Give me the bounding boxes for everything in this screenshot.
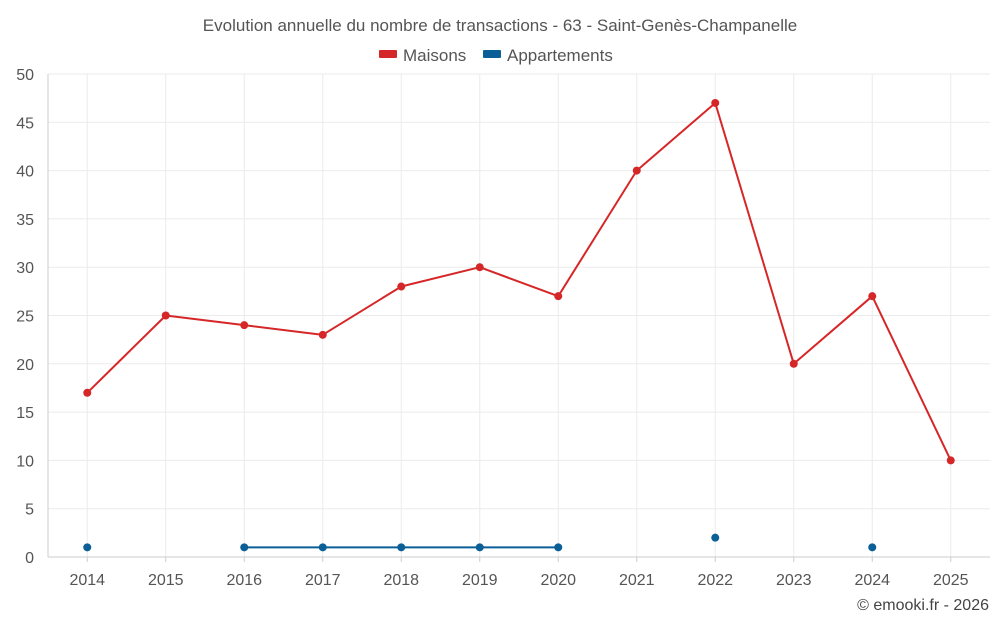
x-tick-label: 2021 xyxy=(619,572,655,589)
grid xyxy=(48,73,990,557)
data-point-maisons[interactable] xyxy=(946,456,955,465)
y-tick-label: 0 xyxy=(25,550,34,567)
x-tick-label: 2016 xyxy=(226,572,262,589)
data-point-appartements[interactable] xyxy=(397,543,406,552)
data-point-appartements[interactable] xyxy=(318,543,327,552)
data-point-appartements[interactable] xyxy=(83,543,92,552)
data-point-maisons[interactable] xyxy=(240,321,249,330)
x-tick-label: 2017 xyxy=(305,572,341,589)
y-tick-label: 30 xyxy=(16,260,34,277)
data-point-appartements[interactable] xyxy=(711,533,720,542)
y-tick-label: 35 xyxy=(16,212,34,229)
x-tick-label: 2024 xyxy=(854,572,890,589)
y-tick-label: 45 xyxy=(16,115,34,132)
x-tick-label: 2023 xyxy=(776,572,812,589)
y-tick-label: 40 xyxy=(16,164,34,181)
data-point-maisons[interactable] xyxy=(868,292,877,301)
y-tick-label: 20 xyxy=(16,357,34,374)
legend-swatch-appartements xyxy=(483,50,501,58)
data-point-maisons[interactable] xyxy=(397,282,406,291)
data-point-maisons[interactable] xyxy=(83,388,92,397)
legend-item-appartements[interactable]: Appartements xyxy=(483,46,613,65)
x-tick-label: 2014 xyxy=(69,572,105,589)
legend: Maisons Appartements xyxy=(379,46,613,65)
data-point-maisons[interactable] xyxy=(632,166,641,175)
legend-swatch-maisons xyxy=(379,50,397,58)
y-tick-label: 5 xyxy=(25,502,34,519)
data-point-maisons[interactable] xyxy=(318,330,327,339)
x-tick-label: 2022 xyxy=(697,572,733,589)
legend-label-appartements: Appartements xyxy=(507,46,613,65)
data-point-maisons[interactable] xyxy=(554,292,563,301)
x-tick-label: 2020 xyxy=(540,572,576,589)
legend-label-maisons: Maisons xyxy=(403,46,466,65)
credit-text: © emooki.fr - 2026 xyxy=(857,597,989,614)
chart-title: Evolution annuelle du nombre de transact… xyxy=(203,16,797,35)
legend-item-maisons[interactable]: Maisons xyxy=(379,46,466,65)
y-tick-label: 50 xyxy=(16,67,34,84)
x-tick-label: 2019 xyxy=(462,572,498,589)
x-tick-label: 2025 xyxy=(933,572,969,589)
x-tick-label: 2015 xyxy=(148,572,184,589)
data-point-maisons[interactable] xyxy=(789,359,798,368)
y-tick-label: 25 xyxy=(16,309,34,326)
data-point-appartements[interactable] xyxy=(240,543,249,552)
series-line-maisons xyxy=(86,101,952,461)
data-point-maisons[interactable] xyxy=(475,263,484,272)
data-point-maisons[interactable] xyxy=(161,311,170,320)
data-point-appartements[interactable] xyxy=(554,543,563,552)
data-point-maisons[interactable] xyxy=(711,98,720,107)
y-tick-label: 15 xyxy=(16,405,34,422)
series xyxy=(83,98,955,552)
data-point-appartements[interactable] xyxy=(868,543,877,552)
y-tick-label: 10 xyxy=(16,453,34,470)
data-point-appartements[interactable] xyxy=(475,543,484,552)
x-tick-label: 2018 xyxy=(383,572,419,589)
